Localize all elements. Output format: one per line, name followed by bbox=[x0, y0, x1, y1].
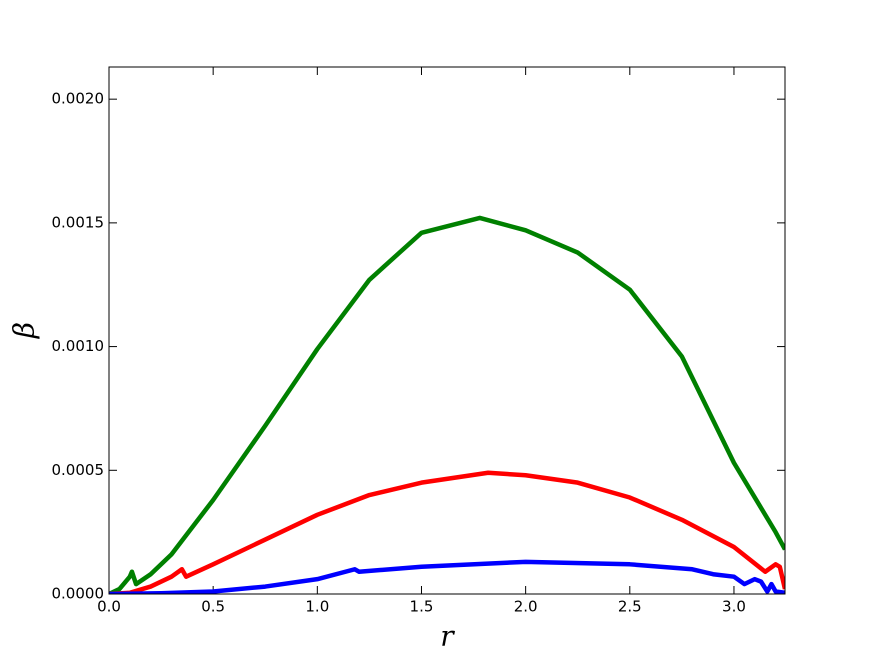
data-line bbox=[109, 559, 785, 594]
y-tick-label: 0.0005 bbox=[52, 461, 105, 479]
data-line bbox=[109, 470, 785, 594]
x-tick-label: 1.0 bbox=[305, 598, 329, 616]
x-tick-label: 0.5 bbox=[201, 598, 225, 616]
data-line bbox=[109, 215, 785, 594]
x-tick-label: 0.0 bbox=[97, 598, 121, 616]
x-tick-label: 2.0 bbox=[514, 598, 538, 616]
plot-frame bbox=[108, 66, 786, 595]
y-tick-label: 0.0010 bbox=[52, 337, 105, 355]
x-tick-label: 3.0 bbox=[722, 598, 746, 616]
x-axis-label: r bbox=[440, 620, 455, 653]
x-tick-label: 1.5 bbox=[410, 598, 434, 616]
x-tick-label: 2.5 bbox=[618, 598, 642, 616]
y-axis-label: β bbox=[8, 322, 41, 339]
y-tick-label: 0.0020 bbox=[52, 90, 105, 108]
y-tick-label: 0.0015 bbox=[52, 213, 105, 231]
y-tick-label: 0.0000 bbox=[52, 585, 105, 603]
